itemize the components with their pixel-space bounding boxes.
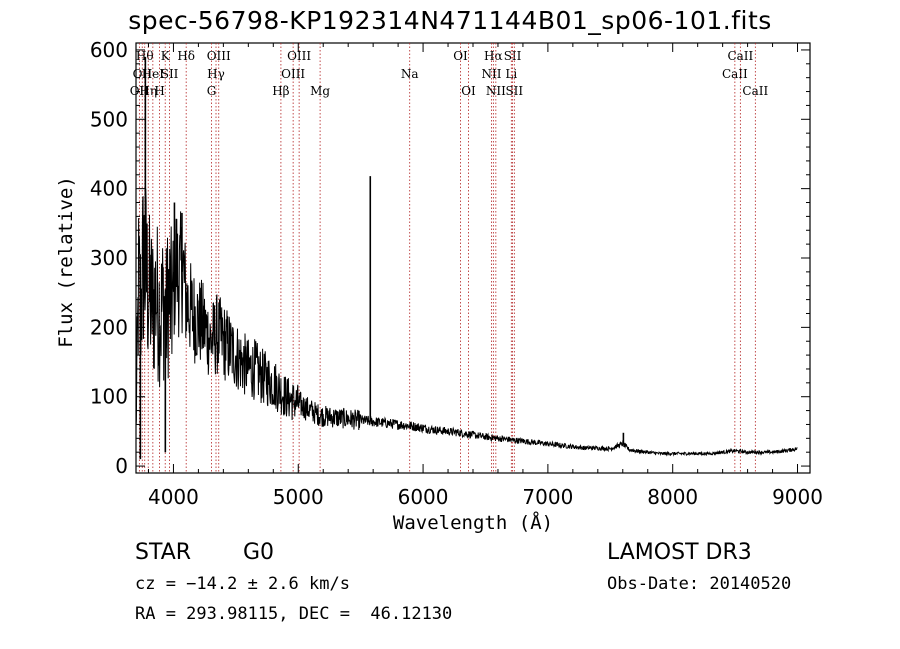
emission-line-label: OIII xyxy=(287,49,311,63)
spectrum-series xyxy=(135,56,798,460)
chart-title: spec-56798-KP192314N471144B01_sp06-101.f… xyxy=(128,6,772,35)
y-tick-label: 0 xyxy=(115,454,128,478)
x-tick-label: 6000 xyxy=(398,485,449,509)
object-class: STAR xyxy=(135,540,192,565)
x-tick-label: 9000 xyxy=(772,485,823,509)
emission-line-label: OII xyxy=(130,84,150,98)
emission-line-label: Hδ xyxy=(177,49,195,63)
emission-line-label: Hη xyxy=(139,84,157,98)
emission-line-label: H xyxy=(154,84,164,98)
emission-line-label: Na xyxy=(401,67,419,81)
emission-line-label: OI xyxy=(453,49,468,63)
emission-line-label: OIII xyxy=(281,67,305,81)
emission-line-label: Li xyxy=(505,67,517,81)
emission-line-label: SII xyxy=(505,84,523,98)
x-tick-label: 8000 xyxy=(647,485,698,509)
emission-line-label: CaII xyxy=(742,84,768,98)
object-subclass: G0 xyxy=(243,540,275,565)
redshift-cz: cz = −14.2 ± 2.6 km/s xyxy=(135,574,350,594)
emission-line-label: NII xyxy=(486,84,506,98)
spectrum-line xyxy=(135,188,798,457)
y-tick-label: 600 xyxy=(90,38,128,62)
emission-line-label: NII xyxy=(481,67,501,81)
emission-line-label: Mg xyxy=(310,84,330,98)
emission-line-label: CaII xyxy=(727,49,753,63)
y-tick-label: 300 xyxy=(90,246,128,270)
emission-line-label: OIII xyxy=(207,49,231,63)
y-tick-label: 100 xyxy=(90,385,128,409)
emission-line-label: Hα xyxy=(484,49,503,63)
x-tick-label: 7000 xyxy=(522,485,573,509)
emission-line-label: HeI xyxy=(142,67,165,81)
axis-ticks: 4000 5000 6000 7000 8000 9000 0 100 200 300 400 500… xyxy=(90,38,823,509)
emission-line-label: CaII xyxy=(722,67,748,81)
y-tick-label: 500 xyxy=(90,107,128,131)
x-axis-title: Wavelength (Å) xyxy=(393,511,553,534)
y-tick-label: 400 xyxy=(90,177,128,201)
emission-line-label: Hβ xyxy=(272,84,289,98)
plot-frame xyxy=(135,42,811,474)
emission-line-label: Hγ xyxy=(207,67,225,81)
emission-line-label: SII xyxy=(504,49,522,63)
emission-line-label: Hθ xyxy=(136,49,154,63)
x-tick-label: 5000 xyxy=(273,485,324,509)
y-tick-label: 200 xyxy=(90,315,128,339)
emission-line-label: OI xyxy=(461,84,476,98)
emission-lines: OIIOIIHθHηHeIHKSIIHδGHγOIIIHβOIIIOIIIMgN… xyxy=(130,43,768,473)
survey-name: LAMOST DR3 xyxy=(607,540,752,565)
emission-line-label: SII xyxy=(161,67,179,81)
y-axis-title: Flux (relative) xyxy=(55,176,77,348)
ra-dec-coords: RA = 293.98115, DEC = 46.12130 xyxy=(135,604,453,624)
obs-date: Obs-Date: 20140520 xyxy=(607,574,792,594)
emission-line-label: G xyxy=(207,84,217,98)
emission-line-label: K xyxy=(161,49,171,63)
x-tick-label: 4000 xyxy=(148,485,199,509)
